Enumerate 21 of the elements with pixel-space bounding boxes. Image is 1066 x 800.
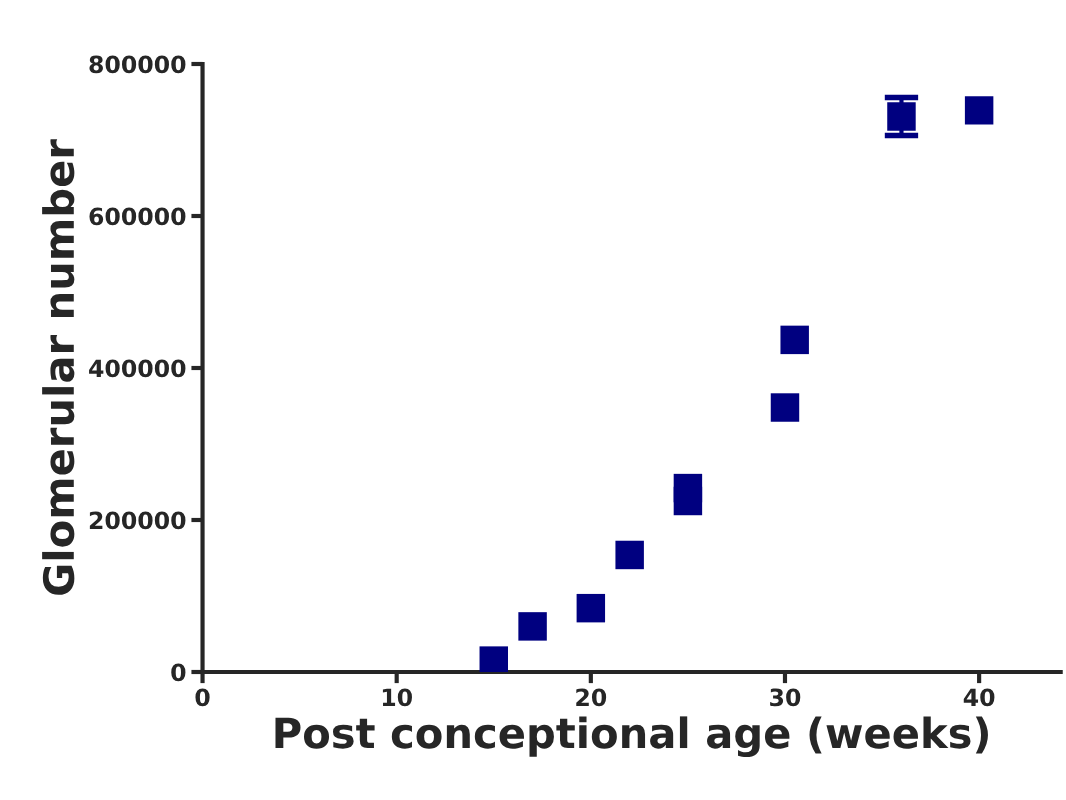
point bbox=[615, 540, 644, 570]
y-tick-label: 400000 bbox=[89, 359, 186, 378]
x-tick-label: 20 bbox=[576, 688, 607, 707]
y-tick-label: 600000 bbox=[89, 207, 186, 226]
y-tick-label: 0 bbox=[171, 663, 186, 682]
x-axis-title: Post conceptional age (weeks) bbox=[275, 716, 988, 758]
point bbox=[780, 325, 809, 355]
point bbox=[576, 593, 606, 623]
x-tick-label: 10 bbox=[382, 688, 412, 707]
point bbox=[479, 646, 508, 672]
point bbox=[518, 612, 547, 641]
y-tick-label: 800000 bbox=[89, 55, 186, 74]
y-axis-title: Glomerular number bbox=[42, 139, 75, 595]
point bbox=[964, 96, 994, 125]
point bbox=[770, 393, 800, 422]
point bbox=[887, 102, 916, 131]
y-tick-label: 200000 bbox=[89, 511, 186, 530]
x-tick-label: 30 bbox=[770, 688, 801, 707]
x-tick-label: 40 bbox=[963, 688, 995, 707]
x-tick-label: 0 bbox=[195, 688, 210, 707]
point bbox=[673, 486, 703, 516]
